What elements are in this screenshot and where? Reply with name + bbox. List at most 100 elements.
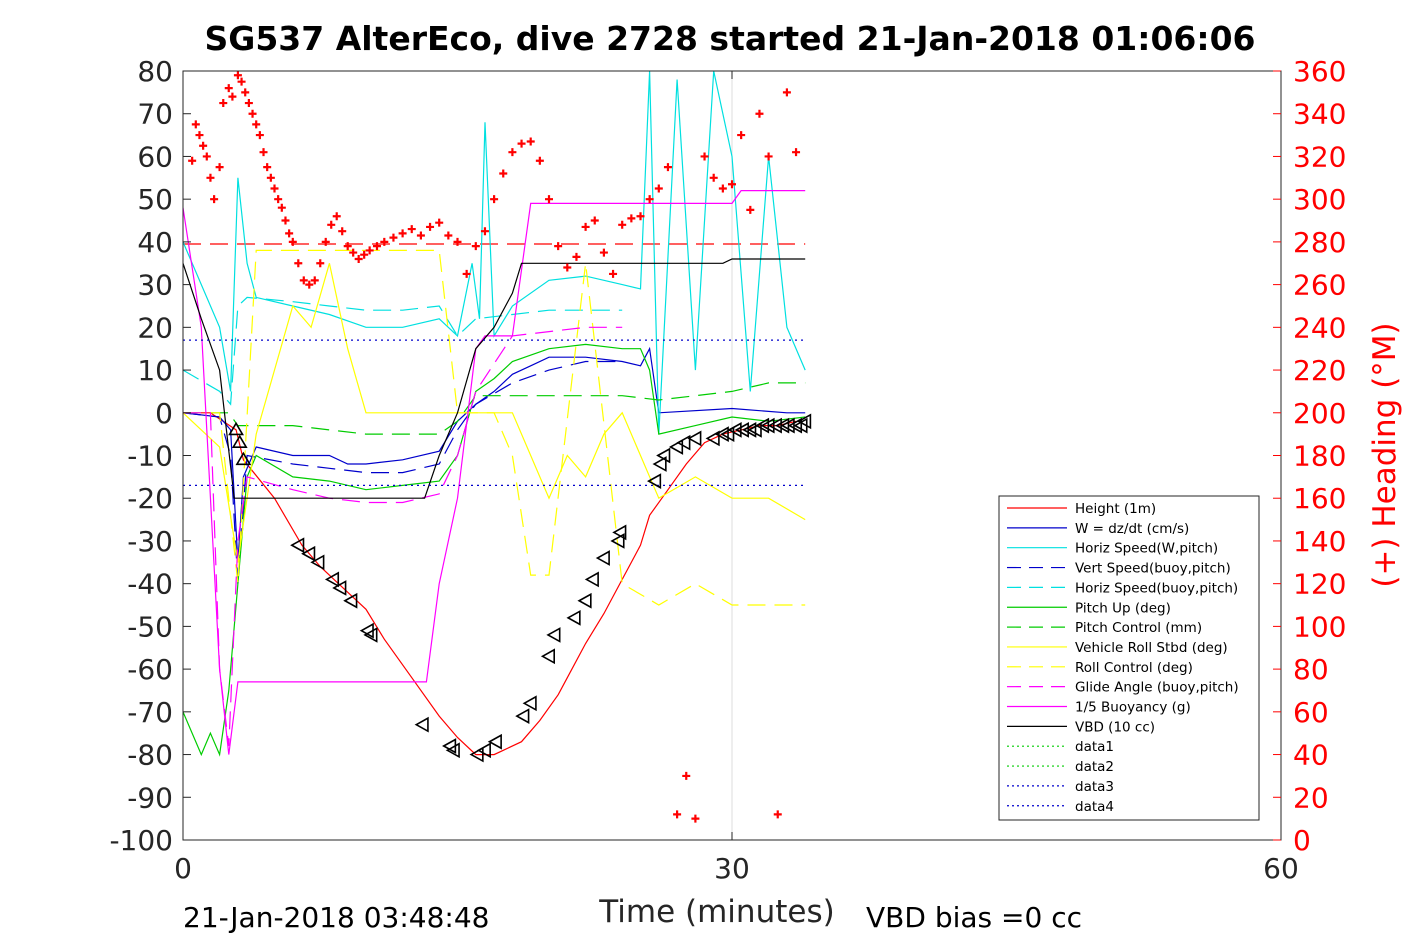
y2-tick-label: 220 — [1293, 354, 1346, 387]
heading-point — [274, 195, 283, 204]
y-tick-label: 50 — [137, 183, 173, 216]
sample-marker — [760, 417, 775, 434]
y-tick-label: 60 — [137, 140, 173, 173]
sample-marker — [235, 451, 252, 466]
sample-marker — [332, 580, 347, 596]
heading-point — [773, 810, 782, 819]
legend-label-horiz-speed-buoy-pitch: Horiz Speed(buoy,pitch) — [1075, 580, 1238, 596]
heading-point — [691, 814, 700, 823]
sample-marker — [742, 422, 757, 438]
heading-point — [517, 139, 526, 148]
heading-point — [237, 77, 246, 86]
y-tick-label: -80 — [127, 739, 173, 772]
y2-tick-label: 240 — [1293, 311, 1346, 344]
footer-timestamp: 21-Jan-2018 03:48:48 — [183, 901, 489, 934]
heading-point — [718, 184, 727, 193]
heading-point — [636, 212, 645, 221]
heading-point — [499, 169, 508, 178]
heading-point — [349, 248, 358, 257]
heading-point — [728, 180, 736, 189]
heading-point — [338, 227, 347, 236]
heading-point — [545, 195, 553, 204]
heading-point — [241, 88, 250, 97]
y2-tick-label: 80 — [1293, 653, 1329, 686]
heading-point — [277, 203, 286, 212]
y-tick-label: -60 — [127, 653, 173, 686]
sample-marker — [727, 422, 742, 438]
legend-label-vehicle-roll-stbd-deg: Vehicle Roll Stbd (deg) — [1075, 640, 1228, 656]
heading-point — [663, 163, 672, 172]
heading-point — [782, 88, 791, 97]
heading-point — [332, 212, 341, 221]
y2-tick-label: 160 — [1293, 482, 1346, 515]
heading-point — [590, 216, 599, 225]
heading-point — [327, 220, 336, 229]
heading-point — [581, 222, 590, 231]
heading-point — [764, 152, 773, 161]
heading-point — [398, 229, 407, 238]
series-line-vert-speed-buoy-pitch — [183, 360, 623, 584]
series-line-pitch-control-mm — [183, 382, 806, 435]
heading-point — [407, 225, 416, 234]
heading-point — [554, 242, 563, 251]
heading-point — [535, 156, 544, 165]
x-tick-label: 60 — [1263, 852, 1299, 885]
heading-point — [627, 214, 636, 223]
y2-tick-label: 280 — [1293, 226, 1346, 259]
series-line-glide-angle-buoy-pitch — [183, 326, 623, 747]
heading-point — [244, 99, 253, 108]
heading-point — [609, 269, 618, 278]
sample-marker — [656, 447, 671, 464]
sample-marker — [720, 426, 735, 442]
heading-point — [263, 163, 272, 172]
heading-point — [219, 99, 228, 108]
heading-point — [599, 248, 608, 257]
heading-point — [281, 216, 290, 225]
heading-point — [305, 280, 314, 289]
sample-marker — [705, 430, 720, 447]
sample-marker — [595, 550, 610, 566]
sample-marker — [668, 439, 684, 455]
y2-tick-label: 120 — [1293, 568, 1346, 601]
heading-point — [360, 250, 369, 259]
heading-point — [354, 254, 363, 263]
series-line-vbd-10-cc — [183, 258, 806, 499]
heading-point — [673, 810, 682, 819]
y-tick-label: -100 — [109, 824, 173, 857]
legend-label-pitch-up-deg: Pitch Up (deg) — [1075, 600, 1171, 616]
heading-point — [288, 237, 297, 246]
heading-point — [654, 184, 663, 193]
heading-point — [294, 259, 303, 268]
heading-point — [299, 276, 308, 285]
y-tick-label: -70 — [127, 696, 173, 729]
heading-point — [563, 263, 572, 272]
heading-point — [389, 233, 398, 242]
sample-marker — [414, 716, 429, 733]
heading-point — [372, 242, 381, 251]
sample-marker — [515, 708, 530, 724]
x-axis-label: Time (minutes) — [598, 894, 834, 930]
y2-tick-label: 180 — [1293, 440, 1346, 473]
sample-marker — [646, 473, 662, 489]
heading-point — [746, 205, 755, 214]
legend-label-w-dz-dt-cm-s: W = dz/dt (cm/s) — [1075, 521, 1189, 537]
sample-marker — [301, 545, 316, 562]
heading-point — [191, 120, 200, 129]
heading-point — [792, 148, 801, 157]
legend-label-height-1m: Height (1m) — [1075, 501, 1156, 517]
sample-marker — [566, 609, 581, 626]
y-tick-label: 30 — [137, 269, 173, 302]
sample-marker — [228, 421, 244, 436]
plot-clipped-layer — [183, 71, 812, 840]
heading-point — [453, 237, 462, 246]
y2-tick-label: 360 — [1293, 55, 1346, 88]
heading-point — [480, 227, 489, 236]
sample-marker — [363, 627, 378, 643]
y2-tick-label: 300 — [1293, 183, 1346, 216]
heading-point — [316, 259, 325, 268]
legend-label-glide-angle-buoy-pitch: Glide Angle (buoy,pitch) — [1075, 680, 1239, 696]
heading-point — [682, 771, 691, 780]
legend-label-data4: data4 — [1075, 799, 1114, 815]
y-tick-label: -40 — [127, 568, 173, 601]
y-tick-label: 40 — [137, 226, 173, 259]
